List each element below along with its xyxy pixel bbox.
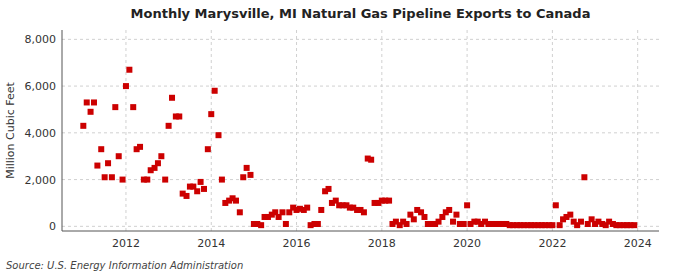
point xyxy=(361,209,367,215)
y-axis-line xyxy=(62,30,63,231)
point xyxy=(386,198,392,204)
point xyxy=(80,123,86,129)
x-tick-label: 2020 xyxy=(453,237,481,250)
point xyxy=(112,104,118,110)
x-grid-line xyxy=(552,30,553,231)
y-grid-line xyxy=(62,39,659,40)
point xyxy=(315,221,321,227)
point xyxy=(578,219,584,225)
point xyxy=(155,160,161,166)
point xyxy=(450,219,456,225)
y-tick-label: 2,000 xyxy=(25,174,57,187)
x-tick-label: 2012 xyxy=(112,237,140,250)
point xyxy=(116,153,122,159)
points xyxy=(80,67,637,228)
point xyxy=(461,221,467,227)
point xyxy=(91,99,97,105)
point xyxy=(98,146,104,152)
point xyxy=(567,212,573,218)
point xyxy=(126,67,132,73)
point xyxy=(446,207,452,213)
x-tick-label: 2014 xyxy=(197,237,225,250)
chart: 0 2,000 4,000 6,000 8,000 2012 2014 2016 2018 202… xyxy=(0,0,675,275)
x-tick-label: 2016 xyxy=(283,237,311,250)
point xyxy=(553,202,559,208)
point xyxy=(198,179,204,185)
point xyxy=(215,132,221,138)
point xyxy=(304,205,310,211)
point xyxy=(88,109,94,115)
point xyxy=(105,160,111,166)
point xyxy=(120,177,126,183)
point xyxy=(130,104,136,110)
point xyxy=(549,222,555,228)
point xyxy=(208,111,214,117)
x-tick-label: 2018 xyxy=(368,237,396,250)
point xyxy=(244,165,250,171)
point xyxy=(201,186,207,192)
point xyxy=(404,221,410,227)
point xyxy=(581,174,587,180)
point xyxy=(557,222,563,228)
point xyxy=(169,95,175,101)
point xyxy=(368,157,374,163)
source-note: Source: U.S. Energy Information Administ… xyxy=(6,260,243,271)
y-tick-label: 0 xyxy=(49,220,56,233)
point xyxy=(166,123,172,129)
point xyxy=(176,113,182,119)
point xyxy=(240,174,246,180)
grid xyxy=(62,30,659,231)
point xyxy=(631,222,637,228)
point xyxy=(279,209,285,215)
point xyxy=(318,207,324,213)
y-tick-label: 8,000 xyxy=(25,33,57,46)
x-tick-label: 2022 xyxy=(538,237,566,250)
point xyxy=(283,221,289,227)
point xyxy=(205,146,211,152)
point xyxy=(94,163,100,169)
point xyxy=(464,202,470,208)
point xyxy=(158,153,164,159)
x-grid-line xyxy=(296,30,297,231)
point xyxy=(123,83,129,89)
y-grid-line xyxy=(62,226,659,227)
point xyxy=(137,144,143,150)
point xyxy=(233,198,239,204)
y-axis-label: Million Cubic Feet xyxy=(4,81,17,178)
point xyxy=(258,222,264,228)
y-grid-line xyxy=(62,179,659,180)
point xyxy=(237,209,243,215)
y-grid-line xyxy=(62,132,659,133)
point xyxy=(212,88,218,94)
point xyxy=(184,193,190,199)
x-grid-line xyxy=(637,30,638,231)
point xyxy=(144,177,150,183)
point xyxy=(421,214,427,220)
point xyxy=(84,99,90,105)
point xyxy=(411,216,417,222)
point xyxy=(453,212,459,218)
point xyxy=(219,177,225,183)
point xyxy=(102,174,108,180)
y-tick-label: 4,000 xyxy=(25,127,57,140)
point xyxy=(162,177,168,183)
point xyxy=(194,188,200,194)
point xyxy=(109,174,115,180)
point xyxy=(326,186,332,192)
x-grid-line xyxy=(467,30,468,231)
x-grid-line xyxy=(211,30,212,231)
y-grid-line xyxy=(62,86,659,87)
x-axis-line xyxy=(62,231,659,232)
x-grid-line xyxy=(125,30,126,231)
point xyxy=(247,172,253,178)
x-tick-label: 2024 xyxy=(624,237,652,250)
y-tick-label: 6,000 xyxy=(25,80,57,93)
title: Monthly Marysville, MI Natural Gas Pipel… xyxy=(131,6,591,21)
